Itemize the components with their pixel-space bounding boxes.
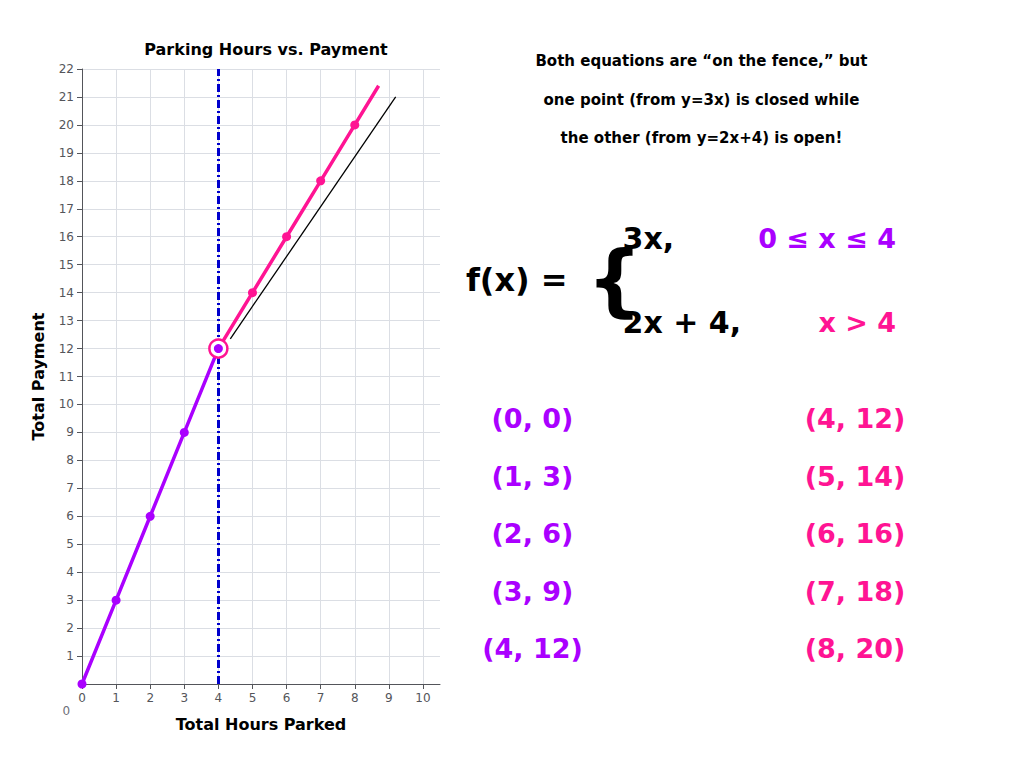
svg-text:(0, 0): (0, 0) — [492, 403, 574, 434]
svg-text:3: 3 — [180, 691, 188, 705]
svg-text:(6, 16): (6, 16) — [805, 518, 906, 549]
svg-text:(8, 20): (8, 20) — [805, 633, 906, 664]
svg-text:5: 5 — [249, 691, 257, 705]
svg-text:0 ≤ x ≤ 4: 0 ≤ x ≤ 4 — [758, 223, 896, 254]
svg-text:5: 5 — [66, 537, 74, 551]
svg-text:8: 8 — [351, 691, 359, 705]
svg-text:1: 1 — [112, 691, 120, 705]
svg-text:12: 12 — [59, 342, 74, 356]
svg-text:11: 11 — [59, 370, 74, 384]
svg-text:(4, 12): (4, 12) — [805, 403, 906, 434]
svg-text:10: 10 — [415, 691, 430, 705]
svg-text:the other (from y=2x+4) is ope: the other (from y=2x+4) is open! — [561, 129, 843, 147]
svg-text:f(x) =: f(x) = — [466, 261, 568, 299]
svg-text:9: 9 — [66, 425, 74, 439]
svg-text:7: 7 — [317, 691, 325, 705]
svg-text:15: 15 — [59, 258, 74, 272]
svg-text:(1, 3): (1, 3) — [492, 461, 574, 492]
svg-text:9: 9 — [385, 691, 393, 705]
svg-text:(7, 18): (7, 18) — [805, 576, 906, 607]
svg-text:17: 17 — [59, 202, 74, 216]
svg-text:3x,: 3x, — [623, 221, 675, 256]
svg-text:10: 10 — [59, 397, 74, 411]
svg-text:20: 20 — [59, 118, 74, 132]
svg-text:19: 19 — [59, 146, 74, 160]
svg-text:8: 8 — [66, 453, 74, 467]
svg-text:0: 0 — [62, 704, 70, 718]
svg-text:0: 0 — [78, 691, 86, 705]
svg-text:21: 21 — [59, 90, 74, 104]
svg-text:(4, 12): (4, 12) — [482, 633, 583, 664]
svg-text:2: 2 — [146, 691, 154, 705]
svg-text:(3, 9): (3, 9) — [492, 576, 574, 607]
svg-text:2x + 4,: 2x + 4, — [623, 305, 742, 340]
svg-text:18: 18 — [59, 174, 74, 188]
svg-text:14: 14 — [59, 286, 74, 300]
svg-text:6: 6 — [283, 691, 291, 705]
svg-text:(2, 6): (2, 6) — [492, 518, 574, 549]
svg-text:one point (from y=3x) is close: one point (from y=3x) is closed while — [544, 91, 860, 109]
svg-text:Total Hours Parked: Total Hours Parked — [176, 715, 347, 734]
svg-text:Total Payment: Total Payment — [29, 312, 48, 440]
svg-text:Both equations are “on the fen: Both equations are “on the fence,” but — [535, 52, 867, 70]
svg-text:6: 6 — [66, 509, 74, 523]
svg-text:2: 2 — [66, 621, 74, 635]
svg-text:22: 22 — [59, 62, 74, 76]
svg-text:4: 4 — [215, 691, 223, 705]
svg-text:x > 4: x > 4 — [818, 307, 896, 338]
svg-text:3: 3 — [66, 593, 74, 607]
svg-text:Parking Hours vs. Payment: Parking Hours vs. Payment — [144, 40, 388, 59]
svg-text:13: 13 — [59, 314, 74, 328]
svg-text:7: 7 — [66, 481, 74, 495]
svg-text:16: 16 — [59, 230, 74, 244]
svg-text:(5, 14): (5, 14) — [805, 461, 906, 492]
svg-text:4: 4 — [66, 565, 74, 579]
svg-text:1: 1 — [66, 649, 74, 663]
